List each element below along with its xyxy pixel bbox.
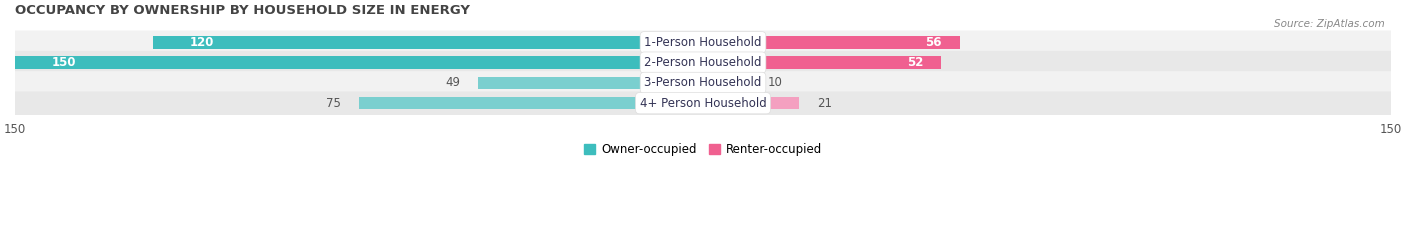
Bar	[703, 36, 960, 48]
Text: 10: 10	[768, 76, 782, 89]
Text: 52: 52	[907, 56, 924, 69]
Text: 3-Person Household: 3-Person Household	[644, 76, 762, 89]
Bar	[153, 36, 703, 48]
Bar	[359, 97, 703, 110]
FancyBboxPatch shape	[6, 71, 1400, 95]
Text: 120: 120	[190, 36, 214, 49]
FancyBboxPatch shape	[6, 31, 1400, 54]
Text: 49: 49	[446, 76, 460, 89]
Bar	[478, 77, 703, 89]
Legend: Owner-occupied, Renter-occupied: Owner-occupied, Renter-occupied	[579, 138, 827, 161]
Text: 75: 75	[326, 97, 340, 110]
FancyBboxPatch shape	[6, 51, 1400, 74]
Text: 56: 56	[925, 36, 942, 49]
Text: 21: 21	[818, 97, 832, 110]
Text: OCCUPANCY BY OWNERSHIP BY HOUSEHOLD SIZE IN ENERGY: OCCUPANCY BY OWNERSHIP BY HOUSEHOLD SIZE…	[15, 4, 470, 17]
Text: 4+ Person Household: 4+ Person Household	[640, 97, 766, 110]
Text: 150: 150	[52, 56, 76, 69]
Bar	[703, 56, 942, 69]
Bar	[703, 77, 749, 89]
FancyBboxPatch shape	[6, 91, 1400, 115]
Text: Source: ZipAtlas.com: Source: ZipAtlas.com	[1274, 19, 1385, 29]
Text: 1-Person Household: 1-Person Household	[644, 36, 762, 49]
Bar	[703, 97, 799, 110]
Bar	[15, 56, 703, 69]
Text: 2-Person Household: 2-Person Household	[644, 56, 762, 69]
